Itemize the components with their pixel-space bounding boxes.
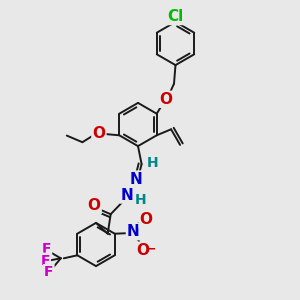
Text: O: O <box>92 126 105 141</box>
Text: O: O <box>137 243 150 258</box>
Text: F: F <box>42 242 51 256</box>
Text: O: O <box>88 198 101 213</box>
Text: O: O <box>159 92 172 107</box>
Text: N: N <box>129 172 142 187</box>
Text: Cl: Cl <box>167 9 184 24</box>
Text: N: N <box>121 188 133 202</box>
Text: N: N <box>127 224 140 239</box>
Text: H: H <box>147 156 159 170</box>
Text: H: H <box>134 193 146 207</box>
Text: F: F <box>40 254 50 268</box>
Text: F: F <box>44 265 53 279</box>
Text: −: − <box>146 242 157 256</box>
Text: O: O <box>140 212 153 227</box>
